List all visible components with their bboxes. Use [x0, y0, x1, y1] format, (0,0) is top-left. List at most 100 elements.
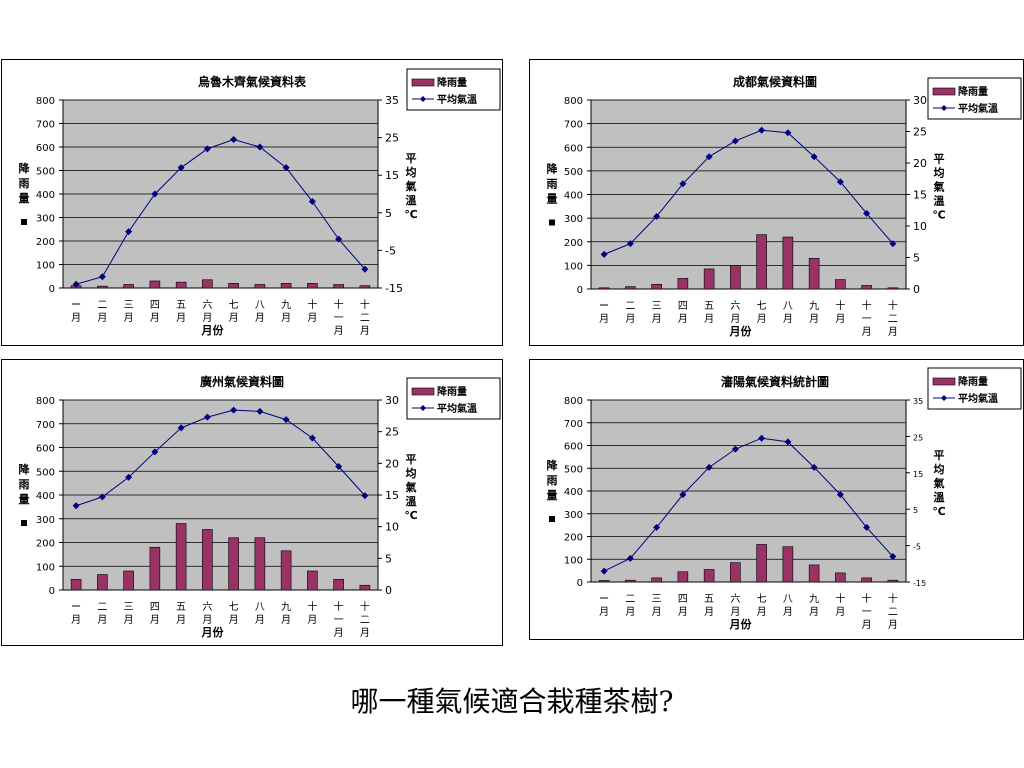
y2-axis-title-char: 氣: [934, 180, 945, 194]
x-tick-label: 五月: [704, 594, 714, 618]
x-tick-char: 一: [862, 314, 872, 325]
temperature-point: [836, 491, 844, 499]
x-tick-char: 六: [730, 593, 740, 605]
legend-label-rain: 降雨量: [958, 85, 988, 98]
x-tick-char: 月: [71, 614, 81, 626]
y-tick-label: 700: [36, 120, 55, 131]
y-axis-title-char: 雨: [19, 478, 30, 491]
temperature-point: [151, 190, 159, 198]
y2-axis-title-char: 氣: [406, 480, 417, 494]
x-tick-char: 月: [202, 312, 212, 324]
rain-bar: [808, 257, 820, 290]
x-tick-char: 一: [334, 615, 344, 626]
y-tick-label: 200: [564, 238, 583, 249]
x-tick-char: 月: [229, 312, 239, 324]
temperature-point: [125, 473, 133, 481]
x-tick-char: 六: [730, 300, 740, 312]
y2-axis-title-char: 溫: [934, 490, 945, 504]
x-tick-char: 八: [783, 301, 793, 312]
x-tick-label: 五月: [704, 301, 714, 325]
x-tick-char: 九: [809, 300, 819, 312]
y2-tick-label: 25: [385, 132, 399, 145]
temperature-line: [75, 409, 366, 507]
x-tick-char: 月: [783, 313, 793, 325]
rain-bar: [730, 265, 741, 290]
rain-bar: [202, 529, 213, 591]
legend-label-rain: 降雨量: [958, 375, 988, 388]
x-tick-char: 月: [71, 312, 81, 324]
y-axis-title-char: 降: [19, 462, 31, 476]
temperature-point: [72, 502, 80, 510]
x-tick-char: 月: [97, 312, 107, 324]
x-tick-label: 六月: [202, 601, 212, 626]
x-tick-char: 十: [835, 299, 845, 312]
rain-bar: [887, 579, 899, 583]
x-tick-char: 十: [888, 592, 898, 605]
y-axis-title-char: 量: [19, 192, 30, 205]
y2-axis-title-char: ℃: [404, 208, 417, 221]
x-tick-char: 月: [888, 326, 898, 338]
x-tick-label: 十二月: [360, 600, 370, 639]
chart-panel-shenyang: 瀋陽氣候資料統計圖 0 100 200 300 400 500 600 700 800 -15 -5 5…: [529, 359, 1024, 640]
temperature-point: [361, 492, 369, 500]
y-tick-label: 100: [564, 261, 583, 272]
legend-label-rain: 降雨量: [437, 76, 467, 89]
y-axis-title: 降雨量: [19, 462, 31, 526]
x-tick-char: 二: [360, 615, 370, 626]
rain-bar: [651, 283, 662, 290]
y2-axis-title-char: 平: [934, 449, 945, 462]
x-tick-char: 月: [888, 619, 898, 631]
x-tick-char: 月: [704, 606, 714, 618]
x-tick-label: 六月: [730, 300, 740, 325]
legend-point-swatch: [941, 105, 947, 111]
x-tick-char: 月: [202, 614, 212, 626]
y-tick-label: 300: [564, 510, 583, 521]
rain-bar: [756, 234, 767, 290]
y2-tick-label: 5: [913, 506, 918, 515]
rain-bar: [149, 280, 161, 289]
y2-axis-title-char: 溫: [406, 494, 417, 508]
y-axis-title-char: 降: [547, 162, 559, 176]
chart-title: 成都氣候資料圖: [733, 74, 817, 89]
temperature-line: [75, 138, 366, 285]
legend-label-temp: 平均氣溫: [437, 402, 477, 415]
y2-axis-title-char: ℃: [932, 209, 945, 222]
rain-bar: [887, 287, 899, 290]
x-tick-label: 三月: [652, 594, 662, 618]
temperature-point: [653, 523, 661, 531]
x-tick-char: 月: [704, 313, 714, 325]
y2-tick-label: 10: [913, 220, 927, 233]
x-tick-char: 三: [124, 300, 134, 311]
temperature-point: [230, 406, 238, 414]
temperature-point: [889, 240, 897, 248]
x-tick-char: 月: [809, 606, 819, 618]
rain-bar: [677, 571, 689, 583]
y2-axis-title: 平均氣溫℃: [932, 449, 945, 518]
y-tick-label: 700: [564, 120, 583, 131]
chart-title: 廣州氣候資料圖: [200, 374, 284, 389]
y-tick-label: 0: [577, 285, 583, 296]
temperature-point: [600, 567, 608, 575]
x-tick-label: 十一月: [334, 298, 344, 337]
legend-bar-swatch: [411, 387, 435, 396]
legend-label-temp: 平均氣溫: [958, 392, 998, 405]
legend-point-swatch: [420, 96, 426, 102]
y2-tick-label: -5: [385, 244, 396, 257]
legend-box: [927, 77, 1022, 120]
y-tick-label: 800: [564, 396, 583, 407]
x-tick-label: 九月: [281, 299, 291, 324]
y-axis-title-char: 量: [547, 193, 558, 206]
y2-axis-title-char: 均: [934, 462, 945, 476]
legend-label-temp: 平均氣溫: [437, 93, 477, 106]
temperature-point: [863, 523, 871, 531]
chart-title: 瀋陽氣候資料統計圖: [721, 374, 829, 389]
x-tick-char: 六: [202, 299, 212, 311]
x-tick-char: 二: [888, 607, 898, 618]
temperature-point: [203, 413, 211, 421]
y2-axis-title: 平均氣溫℃: [404, 453, 417, 522]
y-tick-label: 400: [36, 190, 55, 201]
x-tick-char: 四: [678, 594, 688, 605]
y2-axis-title-char: 均: [406, 466, 417, 480]
rain-bar: [307, 283, 318, 289]
temperature-point: [203, 145, 211, 153]
